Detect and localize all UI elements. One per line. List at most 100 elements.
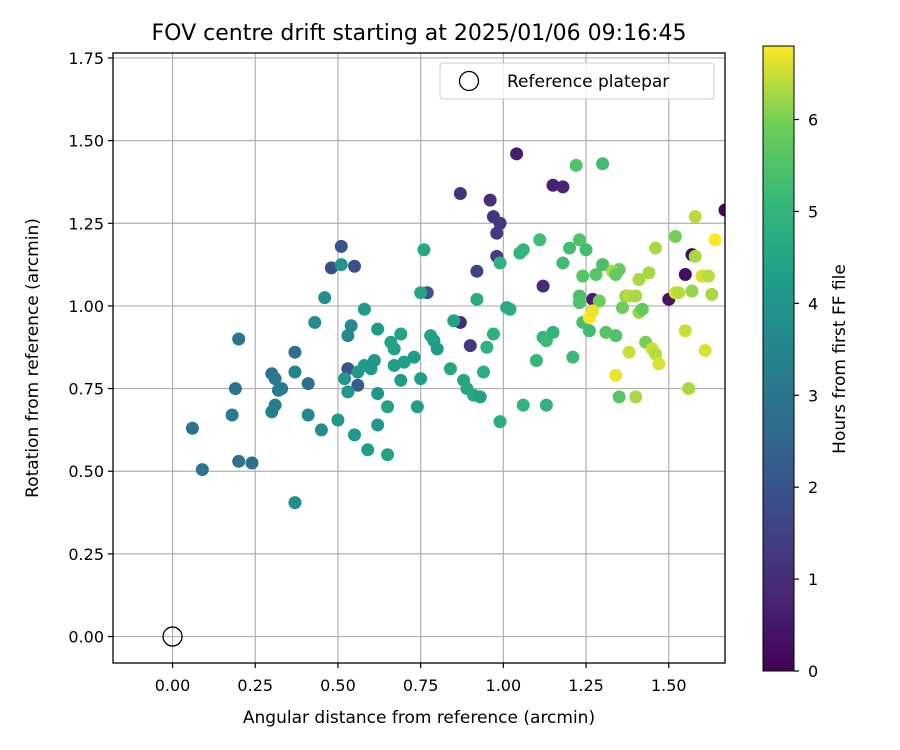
data-point: [308, 315, 322, 329]
data-point: [463, 339, 477, 353]
data-point: [599, 325, 613, 339]
data-point: [629, 390, 643, 404]
x-tick-label: 0.00: [155, 676, 191, 695]
data-point: [652, 357, 666, 371]
y-tick-label: 1.25: [68, 214, 104, 233]
data-point: [649, 241, 663, 255]
data-point: [407, 350, 421, 364]
data-point: [649, 347, 663, 361]
data-point: [367, 353, 381, 367]
data-point: [357, 302, 371, 316]
data-point: [381, 448, 395, 462]
x-tick-label: 0.50: [320, 676, 356, 695]
data-point: [705, 287, 719, 301]
data-point: [609, 368, 623, 382]
data-point: [371, 418, 385, 432]
data-point: [443, 362, 457, 376]
data-point: [609, 329, 623, 343]
data-point: [232, 332, 246, 346]
colorbar-tick-label: 0: [808, 662, 818, 681]
data-point: [615, 301, 629, 315]
x-tick-label: 0.25: [237, 676, 273, 695]
data-point: [609, 268, 623, 282]
data-point: [341, 385, 355, 399]
data-point: [589, 268, 603, 282]
colorbar-tick-label: 2: [808, 478, 818, 497]
data-point: [245, 456, 259, 470]
y-axis-ticks: 0.00 0.25 0.50 0.75 1.00 1.25 1.50 1.75: [68, 49, 113, 647]
data-point: [371, 322, 385, 336]
data-point: [477, 365, 491, 379]
y-tick-label: 0.25: [68, 545, 104, 564]
data-point: [632, 272, 646, 286]
data-point: [331, 413, 345, 427]
data-point: [533, 233, 547, 247]
data-point: [268, 372, 282, 386]
reference-platepar-marker: [162, 626, 183, 647]
y-tick-label: 0.50: [68, 462, 104, 481]
x-tick-label: 1.00: [486, 676, 522, 695]
data-point: [612, 390, 626, 404]
y-tick-label: 0.75: [68, 380, 104, 399]
data-point: [682, 382, 696, 396]
data-point: [470, 264, 484, 278]
legend-entry-reference-platepar: Reference platepar: [507, 72, 669, 92]
data-point: [414, 286, 428, 300]
data-point: [397, 355, 411, 369]
x-tick-label: 1.50: [651, 676, 687, 695]
data-point: [592, 294, 606, 308]
data-point: [265, 405, 279, 419]
x-tick-label: 1.25: [568, 676, 604, 695]
data-point: [678, 268, 692, 282]
data-point: [185, 421, 199, 435]
data-point: [635, 302, 649, 316]
data-point: [586, 304, 600, 318]
data-point: [453, 187, 467, 201]
data-point: [387, 358, 401, 372]
colorbar-ticks: 0 1 2 3 4 5 6: [794, 111, 818, 681]
x-axis-ticks: 0.00 0.25 0.50 0.75 1.00 1.25 1.50: [155, 663, 687, 695]
data-point: [688, 210, 702, 224]
data-point: [546, 178, 560, 192]
data-point: [493, 256, 507, 270]
data-point: [493, 216, 507, 230]
data-point: [288, 365, 302, 379]
scatter-points: [185, 147, 725, 510]
data-point: [701, 269, 715, 283]
data-point: [324, 261, 338, 275]
y-tick-label: 1.50: [68, 132, 104, 151]
data-point: [387, 342, 401, 356]
data-point: [338, 372, 352, 386]
data-point: [394, 373, 408, 387]
data-point: [351, 378, 365, 392]
data-point: [629, 289, 643, 303]
colorbar-label: Hours from first FF file: [830, 264, 850, 454]
plot-frame: [112, 52, 726, 664]
data-point: [410, 400, 424, 414]
data-point: [232, 454, 246, 468]
data-point: [579, 243, 593, 257]
data-point: [678, 324, 692, 338]
chart-title: FOV centre drift starting at 2025/01/06 …: [152, 21, 687, 46]
data-point: [347, 428, 361, 442]
data-point: [371, 387, 385, 401]
data-point: [685, 284, 699, 298]
y-axis-label: Rotation from reference (arcmin): [23, 218, 43, 498]
data-point: [566, 350, 580, 364]
data-point: [688, 249, 702, 263]
data-point: [708, 233, 722, 247]
colorbar-tick-label: 3: [808, 386, 818, 405]
data-point: [301, 408, 315, 422]
data-point: [490, 226, 504, 240]
data-point: [516, 243, 530, 257]
data-point: [480, 340, 494, 354]
x-axis-label: Angular distance from reference (arcmin): [243, 708, 595, 728]
colorbar-tick-label: 4: [808, 294, 818, 313]
data-point: [596, 157, 610, 171]
data-point: [275, 382, 289, 396]
y-tick-label: 1.75: [68, 49, 104, 68]
colorbar-tick-label: 1: [808, 570, 818, 589]
data-point: [334, 258, 348, 272]
data-point: [483, 193, 497, 207]
